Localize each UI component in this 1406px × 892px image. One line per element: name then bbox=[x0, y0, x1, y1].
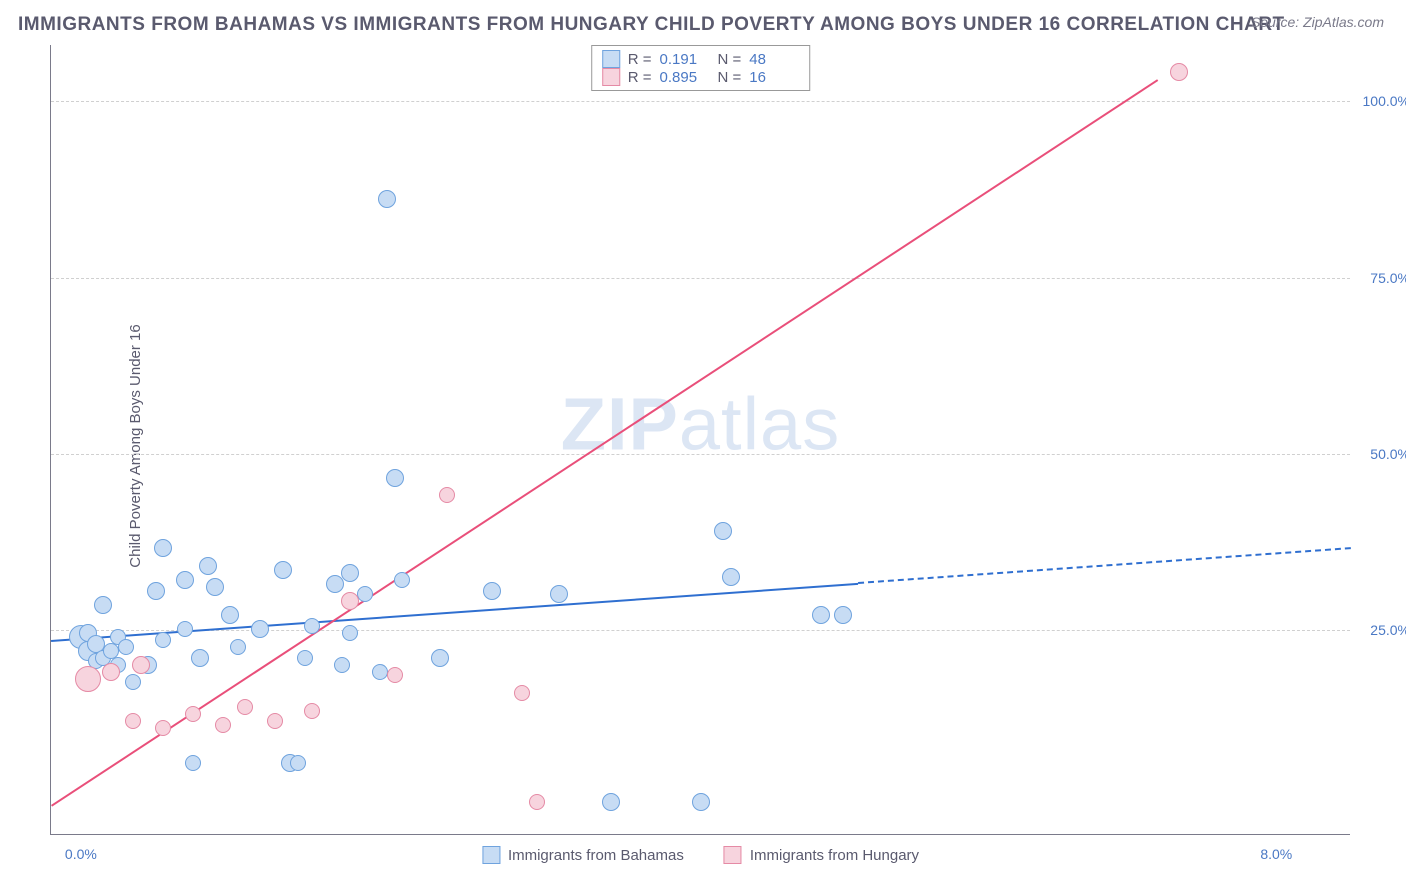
legend-row: R =0.191N =48 bbox=[602, 50, 800, 68]
scatter-point-bahamas bbox=[297, 650, 313, 666]
scatter-point-bahamas bbox=[118, 639, 134, 655]
y-tick-label: 50.0% bbox=[1355, 446, 1406, 462]
scatter-point-bahamas bbox=[372, 664, 388, 680]
y-tick-label: 25.0% bbox=[1355, 622, 1406, 638]
gridline-h bbox=[51, 101, 1350, 102]
scatter-point-bahamas bbox=[378, 190, 396, 208]
plot-area: ZIPatlas R =0.191N =48R =0.895N =16 Immi… bbox=[50, 45, 1350, 835]
x-tick-label: 0.0% bbox=[65, 846, 97, 862]
scatter-point-bahamas bbox=[155, 632, 171, 648]
scatter-point-bahamas bbox=[290, 755, 306, 771]
scatter-point-bahamas bbox=[274, 561, 292, 579]
scatter-point-hungary bbox=[215, 717, 231, 733]
scatter-point-bahamas bbox=[394, 572, 410, 588]
scatter-point-bahamas bbox=[251, 620, 269, 638]
regression-line bbox=[51, 582, 858, 641]
chart-title: IMMIGRANTS FROM BAHAMAS VS IMMIGRANTS FR… bbox=[18, 14, 1285, 36]
y-tick-label: 100.0% bbox=[1355, 93, 1406, 109]
scatter-point-bahamas bbox=[334, 657, 350, 673]
scatter-point-bahamas bbox=[342, 625, 358, 641]
scatter-point-bahamas bbox=[185, 755, 201, 771]
scatter-point-hungary bbox=[155, 720, 171, 736]
gridline-h bbox=[51, 454, 1350, 455]
scatter-point-hungary bbox=[529, 794, 545, 810]
legend-swatch bbox=[482, 846, 500, 864]
scatter-point-bahamas bbox=[386, 469, 404, 487]
scatter-point-bahamas bbox=[834, 606, 852, 624]
gridline-h bbox=[51, 278, 1350, 279]
x-tick-label: 8.0% bbox=[1260, 846, 1292, 862]
gridline-h bbox=[51, 630, 1350, 631]
legend-item: Immigrants from Hungary bbox=[724, 846, 919, 864]
legend-swatch bbox=[602, 68, 620, 86]
scatter-point-bahamas bbox=[714, 522, 732, 540]
scatter-point-bahamas bbox=[230, 639, 246, 655]
legend-row: R =0.895N =16 bbox=[602, 68, 800, 86]
legend-swatch bbox=[602, 50, 620, 68]
scatter-point-bahamas bbox=[154, 539, 172, 557]
scatter-point-bahamas bbox=[483, 582, 501, 600]
scatter-point-bahamas bbox=[431, 649, 449, 667]
chart-container: IMMIGRANTS FROM BAHAMAS VS IMMIGRANTS FR… bbox=[0, 0, 1406, 892]
scatter-point-hungary bbox=[75, 666, 101, 692]
scatter-point-hungary bbox=[1170, 63, 1188, 81]
scatter-point-hungary bbox=[185, 706, 201, 722]
scatter-point-bahamas bbox=[199, 557, 217, 575]
scatter-point-hungary bbox=[514, 685, 530, 701]
scatter-point-bahamas bbox=[602, 793, 620, 811]
scatter-point-bahamas bbox=[177, 621, 193, 637]
scatter-point-bahamas bbox=[221, 606, 239, 624]
scatter-point-bahamas bbox=[176, 571, 194, 589]
scatter-point-hungary bbox=[304, 703, 320, 719]
scatter-point-bahamas bbox=[125, 674, 141, 690]
scatter-point-bahamas bbox=[550, 585, 568, 603]
scatter-point-bahamas bbox=[147, 582, 165, 600]
scatter-point-bahamas bbox=[812, 606, 830, 624]
legend-item: Immigrants from Bahamas bbox=[482, 846, 684, 864]
scatter-point-hungary bbox=[102, 663, 120, 681]
scatter-point-bahamas bbox=[357, 586, 373, 602]
legend-swatch bbox=[724, 846, 742, 864]
scatter-point-bahamas bbox=[692, 793, 710, 811]
regression-line bbox=[858, 548, 1351, 585]
source-label: Source: ZipAtlas.com bbox=[1251, 14, 1384, 30]
scatter-point-hungary bbox=[125, 713, 141, 729]
scatter-point-bahamas bbox=[191, 649, 209, 667]
scatter-point-bahamas bbox=[341, 564, 359, 582]
scatter-point-hungary bbox=[439, 487, 455, 503]
scatter-point-bahamas bbox=[94, 596, 112, 614]
scatter-point-hungary bbox=[237, 699, 253, 715]
regression-line bbox=[51, 80, 1158, 807]
correlation-legend: R =0.191N =48R =0.895N =16 bbox=[591, 45, 811, 91]
scatter-point-hungary bbox=[387, 667, 403, 683]
scatter-point-hungary bbox=[341, 592, 359, 610]
scatter-point-bahamas bbox=[722, 568, 740, 586]
series-legend: Immigrants from Bahamas Immigrants from H… bbox=[482, 846, 919, 864]
y-tick-label: 75.0% bbox=[1355, 270, 1406, 286]
scatter-point-bahamas bbox=[304, 618, 320, 634]
scatter-point-hungary bbox=[132, 656, 150, 674]
scatter-point-bahamas bbox=[206, 578, 224, 596]
scatter-point-hungary bbox=[267, 713, 283, 729]
